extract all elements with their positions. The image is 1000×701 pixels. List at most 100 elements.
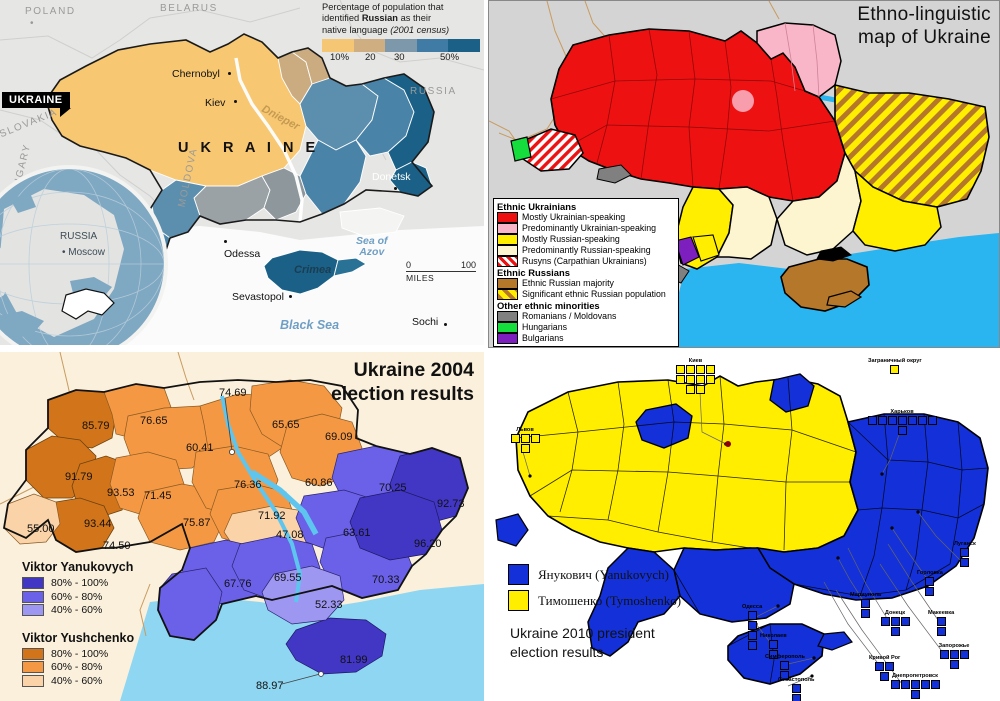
- vote-square: [706, 375, 715, 384]
- vote-square: [747, 621, 757, 630]
- swatch-20: [353, 39, 386, 53]
- ethno-title-line1: Ethno-linguistic: [857, 4, 991, 25]
- region-value-91-79: 91.79: [65, 471, 93, 483]
- city-block-squares: [888, 680, 942, 699]
- vote-square: [861, 599, 871, 608]
- swatch-predominantly-ukrainian: [497, 223, 518, 234]
- tick-50: 50%: [440, 52, 460, 64]
- swatch-yan-80-100: [22, 577, 44, 589]
- city-block-label: Макеевка: [928, 610, 955, 616]
- city-block: Запорожье: [936, 643, 972, 669]
- legend-row-significant-russian: Significant ethnic Russian population: [497, 289, 675, 300]
- swatch-50: [448, 39, 480, 53]
- city-block: Луганск: [954, 541, 976, 567]
- city-block-squares: [877, 617, 913, 636]
- swatch-tymoshenko-2010: [508, 590, 529, 611]
- region-value-70-25: 70.25: [379, 482, 407, 494]
- city-block-squares: [743, 611, 761, 650]
- vote-square: [959, 650, 969, 659]
- vote-square: [880, 617, 890, 626]
- region-value-96-20: 96.20: [414, 538, 442, 550]
- vote-square: [930, 680, 940, 689]
- vote-square: [768, 650, 778, 659]
- vote-square: [696, 365, 705, 374]
- legend-gap: [22, 618, 172, 631]
- region-value-67-76: 67.76: [224, 578, 252, 590]
- vote-square: [960, 548, 970, 557]
- vote-square: [890, 680, 900, 689]
- vote-square: [676, 365, 685, 374]
- vote-square: [686, 365, 695, 374]
- tick-30: 30: [394, 52, 405, 64]
- legend-row-romanians: Romanians / Moldovans: [497, 311, 675, 322]
- city-block-label: Одесса: [742, 604, 763, 610]
- vote-square: [900, 617, 910, 626]
- panel-2010-election-map: Заграничный округ Киев Львов Харьков Луганск…: [488, 352, 1000, 701]
- legend-row-mostly-ukrainian: Mostly Ukrainian-speaking: [497, 212, 675, 223]
- inset-callout-pointer: [60, 108, 71, 117]
- scale-hundred: 100: [460, 260, 476, 270]
- vote-square: [747, 641, 757, 650]
- vote-square: [686, 375, 695, 384]
- panel-2004-election-map: Ukraine 2004 election results 74.69 85.79…: [0, 352, 484, 701]
- tick-10: 10%: [330, 52, 350, 64]
- vote-square: [696, 385, 705, 394]
- swatch-predominantly-russian: [497, 245, 518, 256]
- region-value-52-33: 52.33: [315, 599, 343, 611]
- city-block-squares: [936, 650, 972, 669]
- region-value-71-45: 71.45: [144, 490, 172, 502]
- city-block: Кривой Рог: [869, 655, 900, 681]
- vote-square: [780, 671, 790, 680]
- vote-square: [706, 365, 715, 374]
- vote-square: [686, 385, 695, 394]
- region-value-70-33: 70.33: [372, 574, 400, 586]
- region-value-60-41: 60.41: [186, 442, 214, 454]
- region-value-85-79: 85.79: [82, 420, 110, 432]
- legend-row-bulgarians: Bulgarians: [497, 333, 675, 344]
- vote-square: [890, 627, 900, 636]
- region-value-93-53: 93.53: [107, 487, 135, 499]
- city-block: Севастополь: [778, 677, 814, 701]
- city-block: Мариуполь: [850, 592, 881, 618]
- vote-square: [910, 680, 920, 689]
- swatch-yus-60-80: [22, 661, 44, 673]
- city-block-squares: [921, 577, 939, 596]
- legend-row-yanukovych-2010: Янукович (Yanukovych): [508, 564, 681, 585]
- vote-square: [910, 690, 920, 699]
- globe-svg: [0, 169, 164, 345]
- region-value-92-73: 92.73: [437, 498, 465, 510]
- legend-row-yan-60-80: 60% - 80%: [22, 590, 172, 603]
- swatch-40: [416, 39, 449, 53]
- legend-header-ethnic-russians: Ethnic Russians: [497, 267, 570, 278]
- vote-square: [920, 680, 930, 689]
- title-2004-line2: election results: [330, 383, 474, 405]
- vote-square: [885, 662, 895, 671]
- vote-square: [791, 684, 801, 693]
- legend-header-ethnic-ukrainians: Ethnic Ukrainians: [497, 201, 577, 212]
- title-2010-line1: Ukraine 2010 president: [510, 625, 655, 641]
- legend-row-mostly-russian: Mostly Russian-speaking: [497, 234, 675, 245]
- vote-square: [747, 611, 757, 620]
- vote-square: [949, 650, 959, 659]
- legend-candidate-yushchenko: Viktor Yushchenko: [22, 630, 135, 645]
- census-color-bar: [322, 39, 480, 53]
- legend-row-yus-40-60: 40% - 60%: [22, 674, 172, 687]
- vote-square: [880, 672, 890, 681]
- city-block-squares: [857, 599, 875, 618]
- swatch-mostly-russian: [497, 234, 518, 245]
- region-value-93-44: 93.44: [84, 518, 112, 530]
- vote-square: [890, 617, 900, 626]
- vote-square: [936, 617, 946, 626]
- city-dot-chernobyl: [228, 72, 231, 75]
- city-dot-sevastopol: [289, 295, 292, 298]
- label-sea-of-azov: Sea of Azov: [356, 235, 388, 258]
- region-value-88-97: 88.97: [256, 680, 284, 692]
- city-block-label: Киев: [688, 358, 703, 364]
- label-russia: RUSSIA: [410, 86, 457, 97]
- city-dot-donetsk: [394, 187, 397, 190]
- swatch-mostly-ukrainian: [497, 212, 518, 223]
- vote-square: [960, 558, 970, 567]
- swatch-romanians: [497, 311, 518, 322]
- region-value-63-61: 63.61: [343, 527, 371, 539]
